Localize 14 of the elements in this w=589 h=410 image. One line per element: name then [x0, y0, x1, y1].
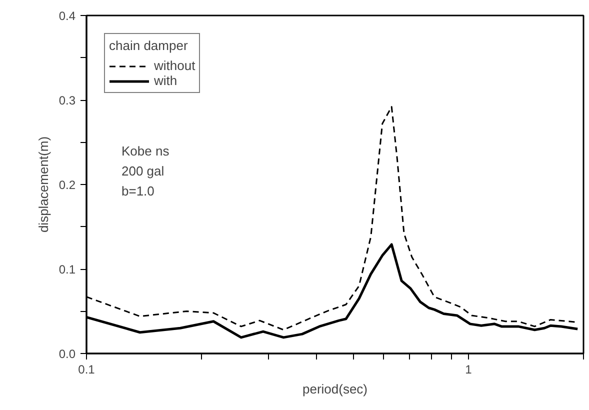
legend-label: with [154, 73, 178, 88]
y-tick-label: 0.4 [58, 9, 76, 23]
annotation: 200 gal [122, 164, 164, 178]
annotation: b=1.0 [122, 184, 154, 198]
y-tick-label: 0.1 [58, 262, 76, 276]
y-axis-title: displacement(m) [36, 136, 51, 233]
y-tick-label: 0.0 [58, 347, 76, 361]
y-tick-label: 0.3 [58, 94, 76, 108]
y-tick-label: 0.2 [58, 178, 76, 192]
legend-label: without [154, 58, 196, 73]
annotation: Kobe ns [122, 144, 170, 158]
x-axis-title: period(sec) [302, 382, 368, 396]
legend-title: chain damper [109, 38, 189, 53]
x-tick-label: 1 [465, 362, 472, 376]
